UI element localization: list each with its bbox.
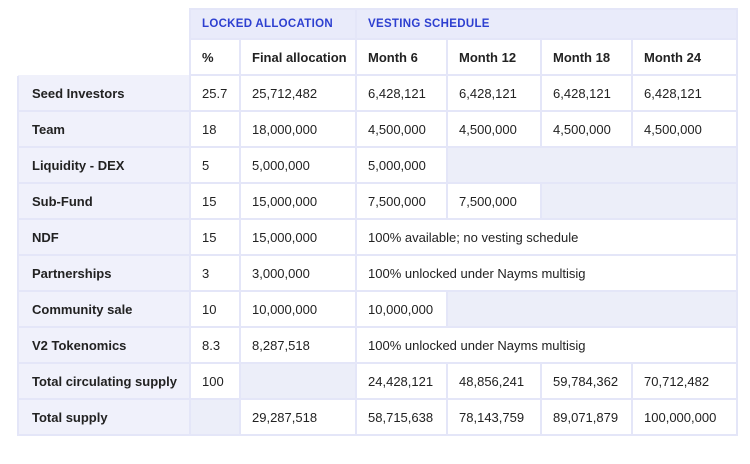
cell: 100% available; no vesting schedule: [355, 218, 739, 256]
cell: 5,000,000: [355, 146, 449, 184]
column-header: Month 6: [355, 38, 449, 76]
cell: 89,071,879: [540, 398, 634, 436]
cell: 7,500,000: [355, 182, 449, 220]
cell: 10,000,000: [238, 290, 358, 328]
row-label: Liquidity - DEX: [17, 146, 191, 184]
row: Total supply 29,287,518 58,715,638 78,14…: [17, 398, 739, 436]
cell: 18,000,000: [238, 110, 358, 148]
column-header: Month 18: [540, 38, 634, 76]
empty-cell: [540, 182, 739, 220]
empty-cell: [189, 398, 241, 436]
cell: 59,784,362: [540, 362, 634, 400]
row: NDF 15 15,000,000 100% available; no ves…: [17, 218, 739, 256]
cell: 10: [189, 290, 241, 328]
cell: 4,500,000: [631, 110, 739, 148]
row: Sub-Fund 15 15,000,000 7,500,000 7,500,0…: [17, 182, 739, 220]
row-label: Sub-Fund: [17, 182, 191, 220]
empty-cell: [446, 290, 739, 328]
row: Seed Investors 25.7 25,712,482 6,428,121…: [17, 74, 739, 112]
cell: 15: [189, 218, 241, 256]
row: Total circulating supply 100 24,428,121 …: [17, 362, 739, 400]
empty-cell: [238, 362, 358, 400]
column-header: %: [189, 38, 241, 76]
column-header: Final allocation: [238, 38, 358, 76]
row-label: Seed Investors: [17, 74, 191, 112]
row-label: Partnerships: [17, 254, 191, 292]
row: Partnerships 3 3,000,000 100% unlocked u…: [17, 254, 739, 292]
cell: 6,428,121: [631, 74, 739, 112]
cell: 70,712,482: [631, 362, 739, 400]
group-header-row: LOCKED ALLOCATION VESTING SCHEDULE: [18, 8, 739, 75]
cell: 29,287,518: [238, 398, 358, 436]
cell: 8.3: [189, 326, 241, 364]
group-header: LOCKED ALLOCATION: [188, 8, 358, 40]
column-header: Month 12: [446, 38, 543, 76]
cell: 4,500,000: [355, 110, 449, 148]
cell: 15,000,000: [238, 182, 358, 220]
cell: 4,500,000: [540, 110, 634, 148]
cell: 24,428,121: [355, 362, 449, 400]
row-label: NDF: [17, 218, 191, 256]
cell: 7,500,000: [446, 182, 543, 220]
cell: 25,712,482: [238, 74, 358, 112]
cell: 8,287,518: [238, 326, 358, 364]
cell: 25.7: [189, 74, 241, 112]
column-header-row: % Final allocation Month 6 Month 12 Mont…: [18, 38, 739, 76]
cell: 6,428,121: [355, 74, 449, 112]
cell: 5,000,000: [238, 146, 358, 184]
cell: 5: [189, 146, 241, 184]
empty-cell: [446, 146, 739, 184]
row: V2 Tokenomics 8.3 8,287,518 100% unlocke…: [17, 326, 739, 364]
cell: 3,000,000: [238, 254, 358, 292]
cell: 58,715,638: [355, 398, 449, 436]
row-label: Team: [17, 110, 191, 148]
row-label: V2 Tokenomics: [17, 326, 191, 364]
cell: 3: [189, 254, 241, 292]
row: Community sale 10 10,000,000 10,000,000: [17, 290, 739, 328]
cell: 100% unlocked under Nayms multisig: [355, 326, 739, 364]
corner-cell: [18, 9, 191, 75]
cell: 6,428,121: [446, 74, 543, 112]
row: Team 18 18,000,000 4,500,000 4,500,000 4…: [17, 110, 739, 148]
row-label: Total supply: [17, 398, 191, 436]
group-header: VESTING SCHEDULE: [355, 8, 739, 40]
cell: 15,000,000: [238, 218, 358, 256]
cell: 18: [189, 110, 241, 148]
cell: 78,143,759: [446, 398, 543, 436]
row: Liquidity - DEX 5 5,000,000 5,000,000: [17, 146, 739, 184]
cell: 100% unlocked under Nayms multisig: [355, 254, 739, 292]
cell: 100: [189, 362, 241, 400]
cell: 100,000,000: [631, 398, 739, 436]
cell: 4,500,000: [446, 110, 543, 148]
row-label: Community sale: [17, 290, 191, 328]
allocation-table: LOCKED ALLOCATION VESTING SCHEDULE % Fin…: [17, 8, 739, 436]
column-header: Month 24: [631, 38, 739, 76]
cell: 6,428,121: [540, 74, 634, 112]
cell: 48,856,241: [446, 362, 543, 400]
row-label: Total circulating supply: [17, 362, 191, 400]
cell: 10,000,000: [355, 290, 449, 328]
cell: 15: [189, 182, 241, 220]
